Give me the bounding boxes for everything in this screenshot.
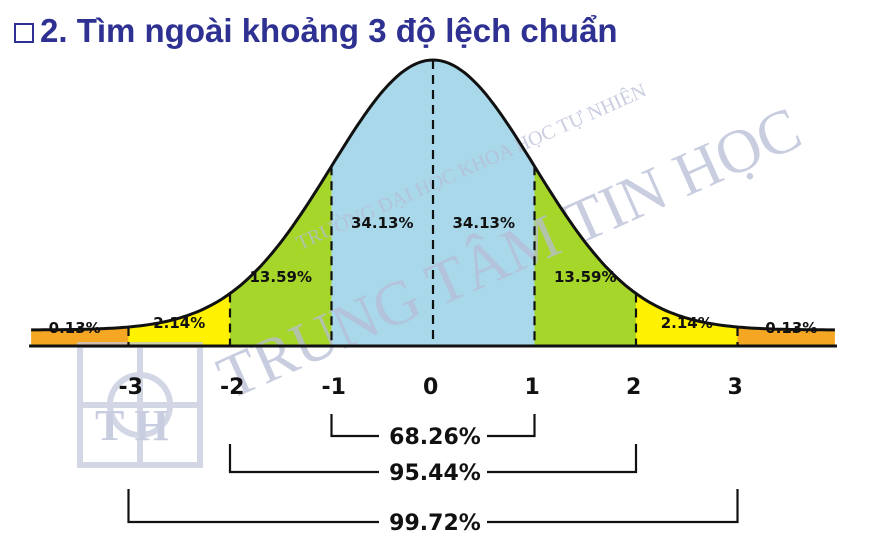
x-tick-label: 2 (626, 375, 641, 400)
percent-label: 34.13% (351, 214, 413, 232)
segment-area-6 (636, 293, 738, 346)
percent-label: 0.13% (49, 319, 101, 337)
slide-title: 2. Tìm ngoài khoảng 3 độ lệch chuẩn (14, 12, 618, 50)
percent-label: 13.59% (250, 268, 312, 286)
range-label: 68.26% (389, 425, 481, 450)
x-tick-labels: -3 -2 -1 0 1 2 3 (119, 375, 743, 400)
range-label: 95.44% (389, 461, 481, 486)
segment-area-7 (737, 327, 835, 346)
percent-label: 2.14% (153, 314, 205, 332)
bell-curve (31, 58, 835, 332)
segment-area-1 (128, 293, 230, 346)
segment-area-5 (534, 166, 636, 346)
x-tick-label: 3 (728, 375, 743, 400)
checkbox-bullet-icon (14, 23, 34, 43)
watermark-logo-letters: T H (95, 401, 169, 450)
segment-area-0 (31, 327, 129, 346)
range-bracket (127, 489, 739, 524)
percent-label: 0.13% (765, 319, 817, 337)
distribution-segments (31, 60, 835, 346)
segment-area-3 (331, 60, 433, 346)
x-tick-label: -1 (322, 375, 346, 400)
range-brackets: 68.26% 95.44% 99.72% (127, 414, 739, 536)
segment-area-2 (230, 166, 332, 346)
x-tick-label: -3 (119, 375, 143, 400)
range-bracket (228, 444, 638, 474)
percent-label: 2.14% (661, 314, 713, 332)
percent-label: 34.13% (453, 214, 515, 232)
slide-title-text: 2. Tìm ngoài khoảng 3 độ lệch chuẩn (40, 12, 618, 49)
percent-label: 13.59% (554, 268, 616, 286)
range-bracket (330, 414, 536, 438)
x-tick-label: 0 (423, 375, 438, 400)
x-tick-label: -2 (220, 375, 244, 400)
segment-area-4 (433, 60, 535, 346)
segment-dividers (127, 60, 739, 346)
x-tick-label: 1 (525, 375, 540, 400)
percent-labels: 0.13% 2.14% 13.59% 34.13% 34.13% 13.59% 2.14% 0… (49, 214, 818, 337)
range-label: 99.72% (389, 511, 481, 536)
